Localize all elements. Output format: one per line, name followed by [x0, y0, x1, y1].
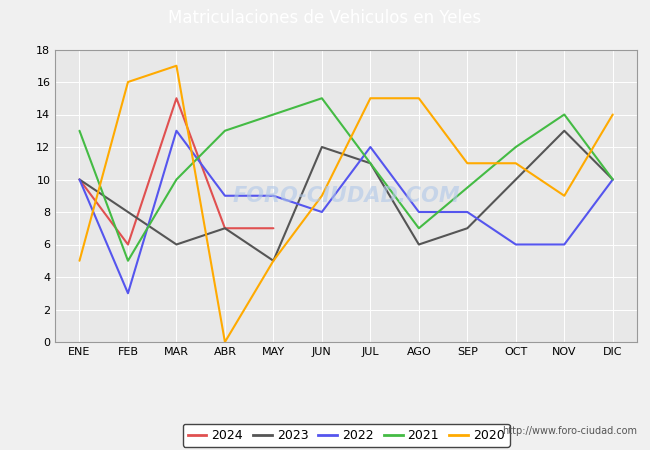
- Legend: 2024, 2023, 2022, 2021, 2020: 2024, 2023, 2022, 2021, 2020: [183, 424, 510, 447]
- Text: http://www.foro-ciudad.com: http://www.foro-ciudad.com: [502, 427, 637, 436]
- Text: Matriculaciones de Vehiculos en Yeles: Matriculaciones de Vehiculos en Yeles: [168, 9, 482, 27]
- Text: FORO-CIUDAD.COM: FORO-CIUDAD.COM: [232, 186, 460, 206]
